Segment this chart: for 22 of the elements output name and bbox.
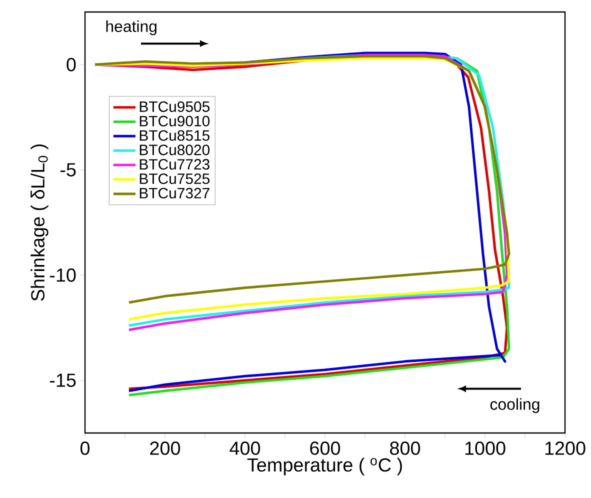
y-tick-label: -15 [50,374,76,387]
x-tick-label: 400 [230,442,260,455]
x-axis-title: Temperature ( $^{o}$C ) [247,458,402,476]
x-tick-label: 200 [150,442,180,455]
x-tick-label: 1200 [545,442,586,455]
legend-label: BTCu9010 [140,116,210,126]
legend-label: BTCu8515 [140,130,210,141]
y-axis-title: Shrinkage ( δL/L$_{0}$ ) [30,144,48,301]
x-tick-label: 800 [390,442,420,455]
legend-label: BTCu9505 [140,101,210,112]
y-tick-label: -10 [50,268,76,282]
y-tick-label: -5 [60,163,76,176]
x-tick-label: 600 [310,442,340,455]
y-tick-label: 0 [66,58,76,72]
legend-label: BTCu7525 [140,173,210,184]
annotation: heating [106,20,156,36]
legend-label: BTCu8020 [140,144,210,156]
x-tick-label: 1000 [465,442,506,455]
annotation: cooling [490,398,540,414]
x-tick-label: 0 [80,442,90,455]
legend-label: BTCu7723 [140,159,210,170]
legend-label: BTCu7327 [140,188,210,198]
